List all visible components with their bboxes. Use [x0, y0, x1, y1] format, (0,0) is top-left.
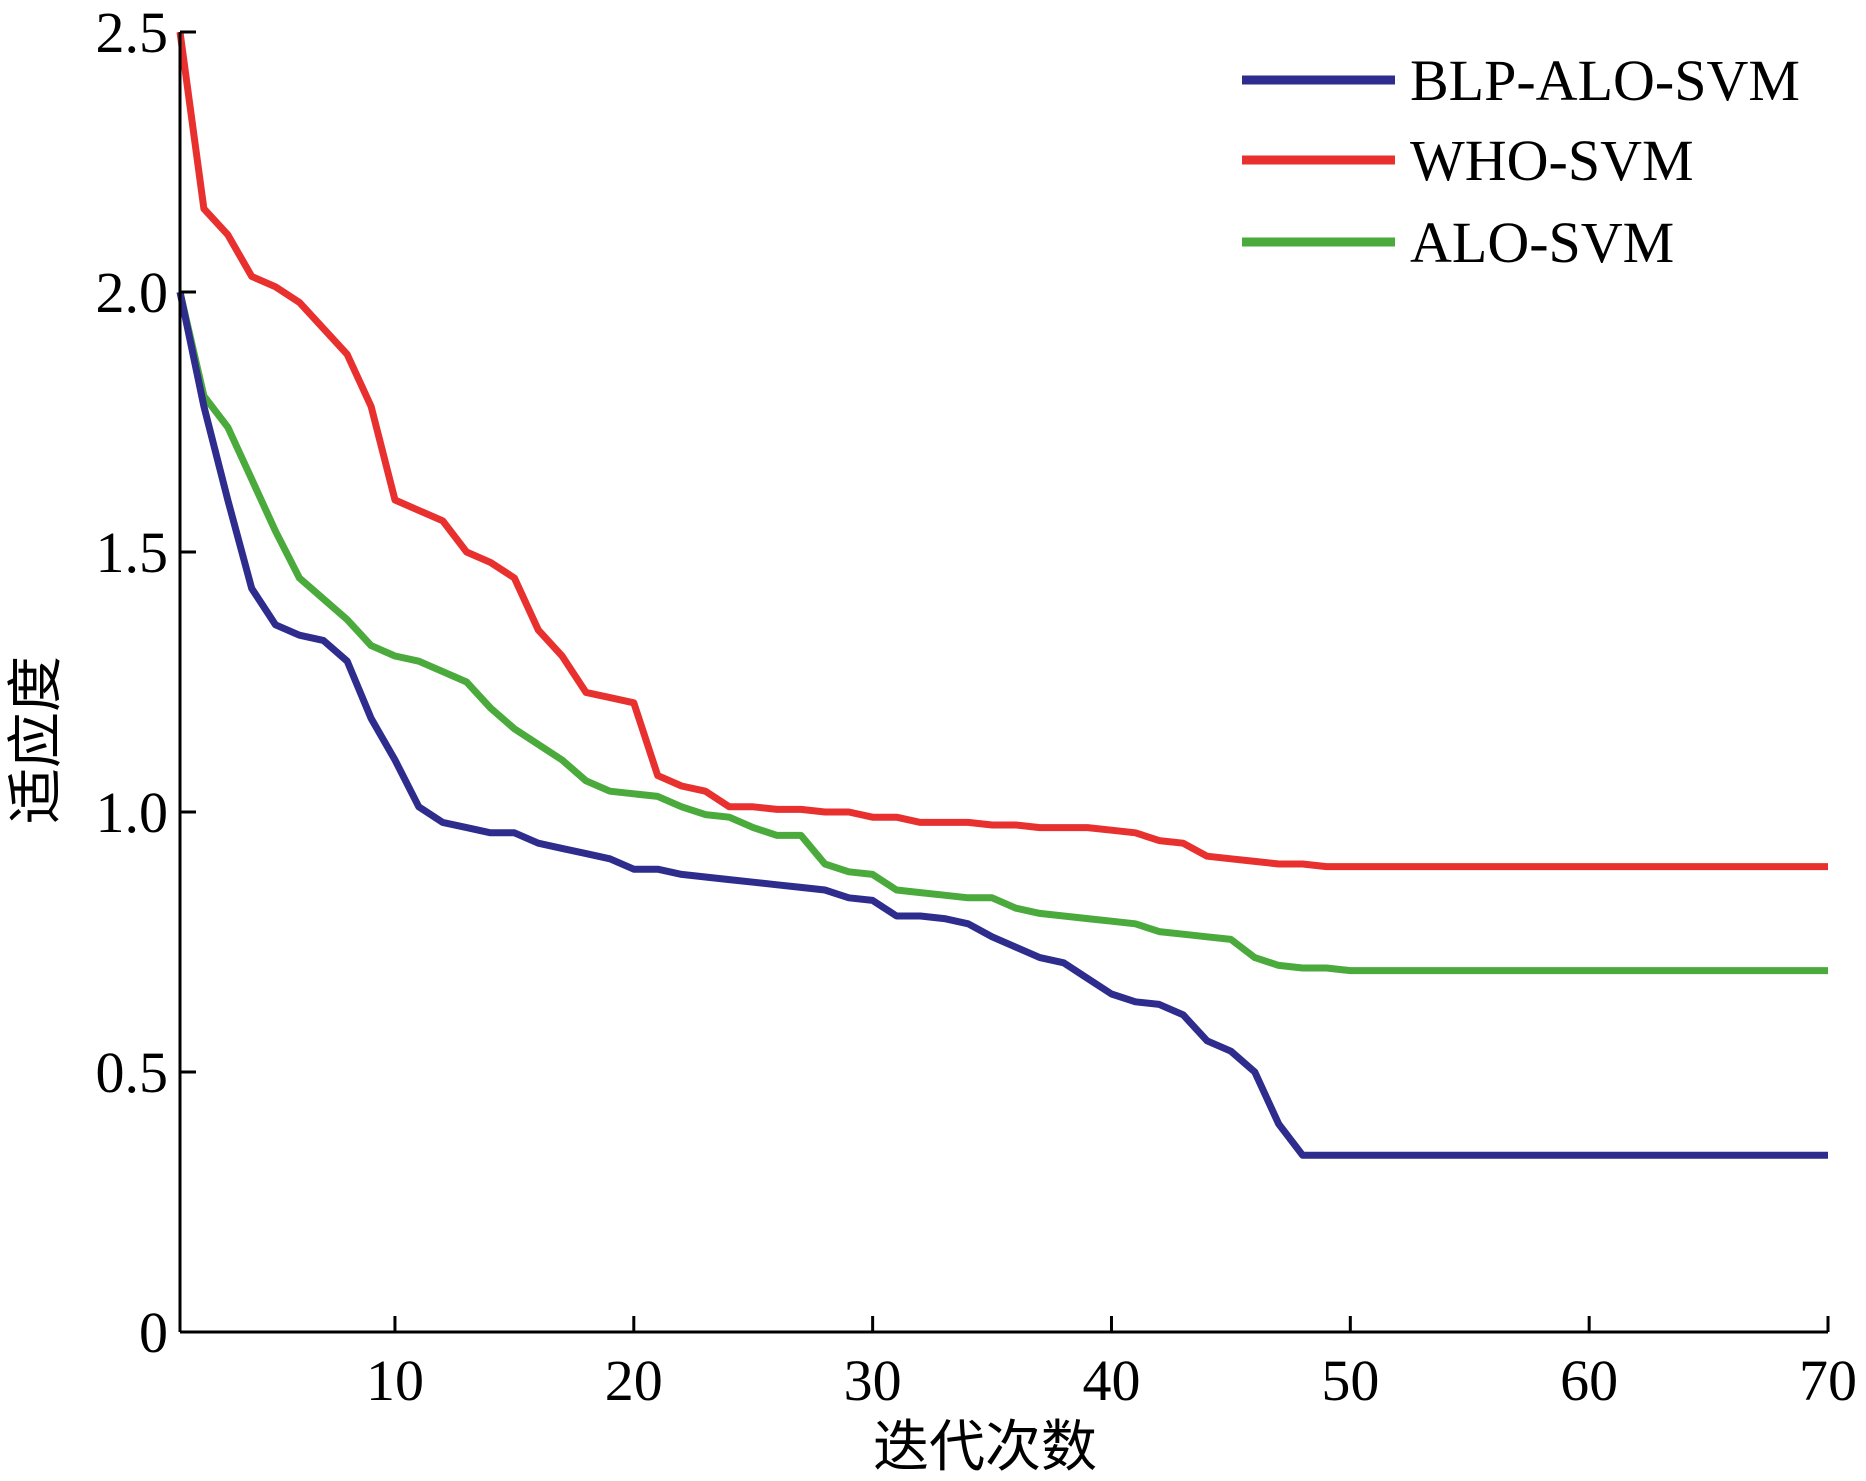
y-tick-label: 1.0 — [96, 780, 169, 845]
series-line-who-svm — [176, 31, 1828, 871]
x-tick-label: 30 — [844, 1348, 902, 1413]
x-tick-label: 40 — [1082, 1348, 1140, 1413]
y-axis-title: 适应度 — [4, 656, 69, 824]
y-tick-label: 0.5 — [96, 1040, 169, 1105]
legend-label-blp-alo-svm: BLP-ALO-SVM — [1410, 48, 1800, 113]
y-tick-label: 2.5 — [96, 0, 169, 65]
x-tick-label: 50 — [1321, 1348, 1379, 1413]
series-layer — [176, 31, 1828, 1159]
x-axis-title: 迭代次数 — [873, 1415, 1097, 1480]
legend-label-alo-svm: ALO-SVM — [1410, 210, 1674, 275]
series-line-blp-alo-svm — [176, 291, 1828, 1159]
y-tick-label: 2.0 — [96, 260, 169, 325]
x-tick-label: 70 — [1799, 1348, 1857, 1413]
legend: BLP-ALO-SVM WHO-SVM ALO-SVM — [1242, 48, 1800, 275]
x-tick-label: 20 — [605, 1348, 663, 1413]
ticks: 10 20 30 40 50 60 70 0 0.5 1.0 1.5 2.0 2.5 — [96, 0, 1858, 1413]
y-tick-label: 1.5 — [96, 520, 169, 585]
x-tick-label: 10 — [366, 1348, 424, 1413]
legend-label-who-svm: WHO-SVM — [1410, 128, 1694, 193]
x-tick-label: 60 — [1560, 1348, 1618, 1413]
y-tick-label: 0 — [139, 1300, 168, 1365]
series-line-alo-svm — [176, 291, 1828, 975]
